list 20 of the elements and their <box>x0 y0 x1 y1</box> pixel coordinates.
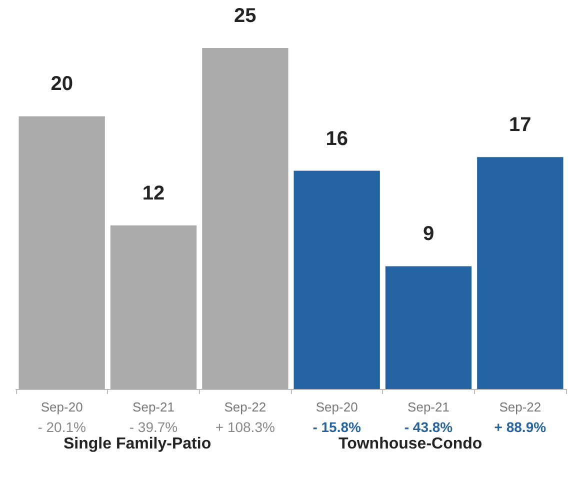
data-label: 16 <box>326 128 348 150</box>
x-tick-label: Sep-22 + 88.9% <box>494 400 547 435</box>
bar <box>294 170 380 389</box>
x-tick-label: Sep-21 - 43.8% <box>404 400 454 435</box>
data-label: 9 <box>422 223 434 246</box>
x-tick-label: Sep-20 - 15.8% <box>312 400 362 435</box>
data-label: 12 <box>142 182 165 204</box>
bar <box>385 266 472 389</box>
bar <box>18 116 105 389</box>
bar <box>202 48 288 389</box>
bar <box>110 225 197 389</box>
bar <box>477 157 564 389</box>
text: Townhouse-Condo <box>338 436 482 452</box>
x-tick-label: Sep-21 - 39.7% <box>129 400 178 435</box>
data-label: 20 <box>50 73 73 96</box>
data-label: 17 <box>509 114 532 136</box>
data-label: 25 <box>234 5 256 27</box>
x-tick-label: Sep-22 + 108.3% <box>215 400 275 435</box>
text: Single Family-Patio <box>64 436 212 452</box>
x-tick-label: Sep-20 - 20.1% <box>38 400 86 435</box>
